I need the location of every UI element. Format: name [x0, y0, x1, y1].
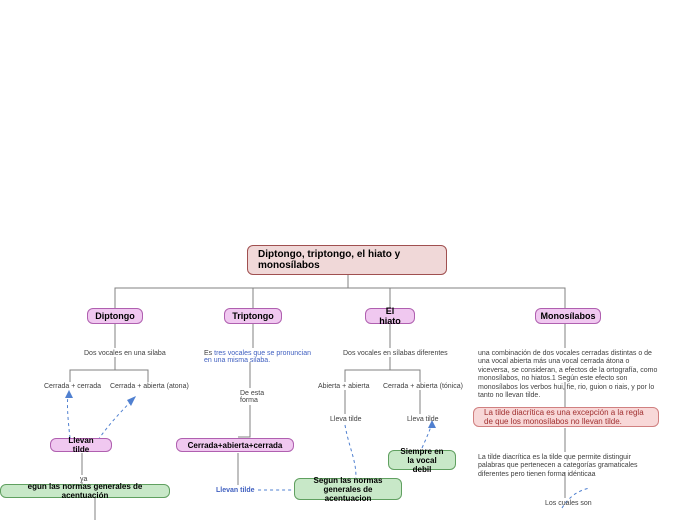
mono-desc: una combinación de dos vocales cerradas …	[478, 350, 658, 400]
dip-llevan: Llevan tilde	[50, 438, 112, 452]
hiato-desc: Dos vocales en sílabas diferentes	[343, 350, 448, 357]
hiato-aa: Abierta + abierta	[318, 383, 370, 390]
dip-ca: Cerrada + abierta (atona)	[110, 383, 189, 390]
hiato-lt1: Lleva tilde	[330, 416, 362, 423]
tri-deesta: De esta forma	[240, 390, 270, 404]
root-node: Diptongo, triptongo, el hiato y monosíla…	[247, 245, 447, 275]
hiato-siempre: Siempre en la vocal debil	[388, 450, 456, 470]
branch-triptongo: Triptongo	[224, 308, 282, 324]
mono-cuales: Los cuales son	[545, 500, 592, 507]
tri-segun: Segun las normas generales de acentuacio…	[294, 478, 402, 500]
tri-llevan: Llevan tilde	[216, 487, 255, 494]
mono-tilde-desc: La tilde diacrítica es la tilde que perm…	[478, 454, 648, 479]
dip-segun: egun las normas generales de acentuación	[0, 484, 170, 498]
tri-cac: Cerrada+abierta+cerrada	[176, 438, 294, 452]
branch-hiato: El hiato	[365, 308, 415, 324]
mono-tilde-diac: La tilde diacrítica es una excepción a l…	[473, 407, 659, 427]
dip-cc: Cerrada + cerrada	[44, 383, 101, 390]
root-title: Diptongo, triptongo, el hiato y monosíla…	[258, 249, 436, 271]
branch-monosilabos: Monosílabos	[535, 308, 601, 324]
hiato-ca: Cerrada + abierta (tónica)	[383, 383, 463, 390]
tri-desc: Es tres vocales que se pronuncian en una…	[204, 350, 314, 364]
hiato-lt2: Lleva tilde	[407, 416, 439, 423]
branch-diptongo: Diptongo	[87, 308, 143, 324]
dip-desc: Dos vocales en una silaba	[84, 350, 166, 357]
